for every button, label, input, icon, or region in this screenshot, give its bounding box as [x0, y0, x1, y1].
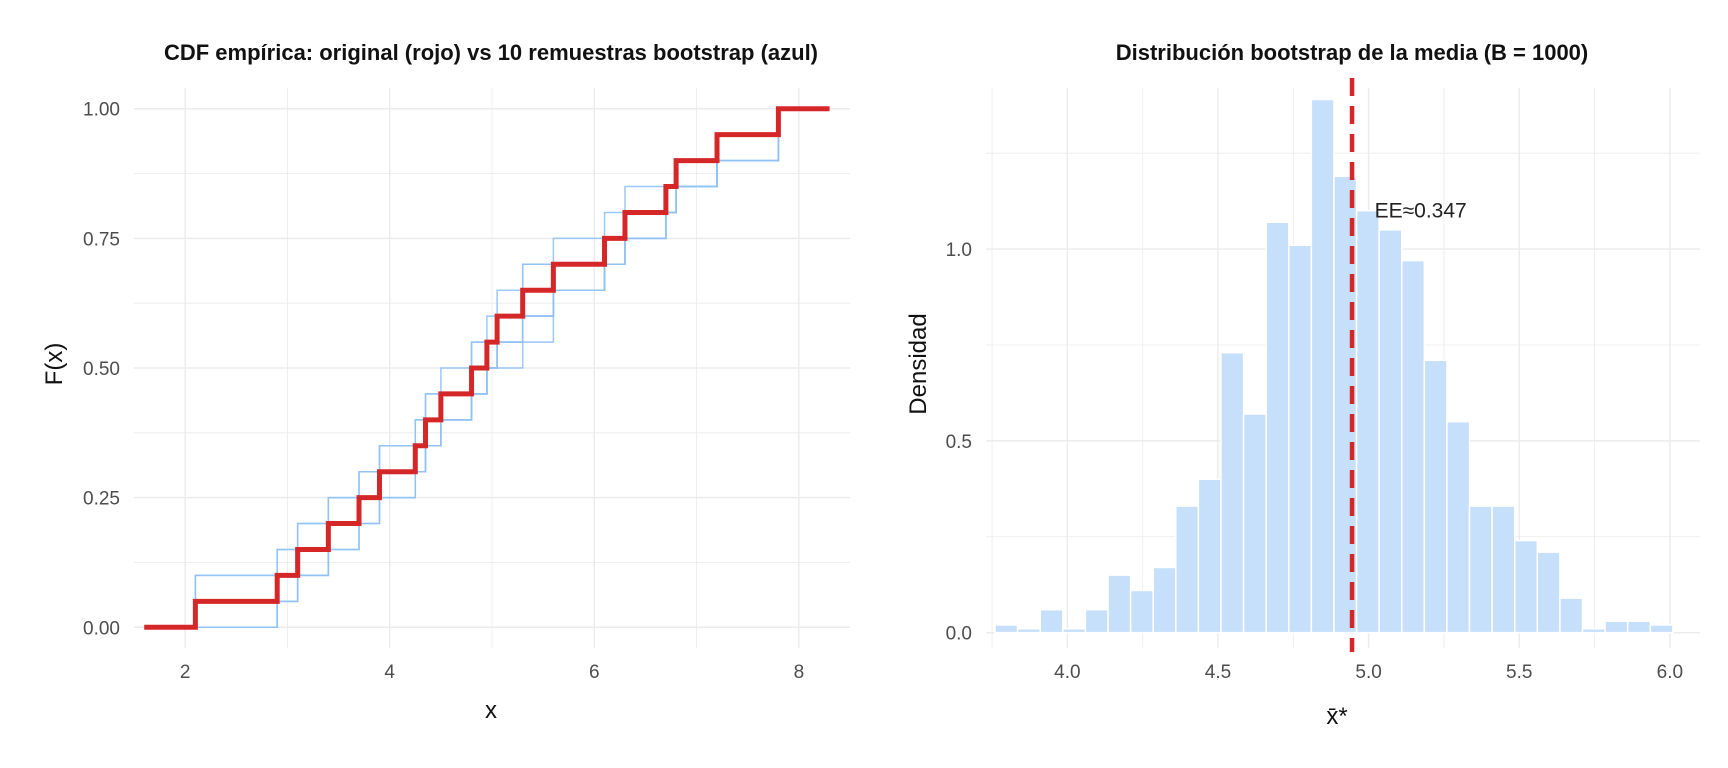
ecdf-x-tick-labels: 2 4 6 8 [180, 662, 804, 683]
y-tick-label: 1.0 [946, 240, 972, 261]
y-tick-label: 0.5 [946, 432, 972, 453]
ecdf-title: CDF empírica: original (rojo) vs 10 remu… [164, 40, 818, 65]
histogram-bar [1039, 608, 1064, 634]
histogram-bar [1468, 505, 1493, 634]
histogram-bar [1355, 209, 1380, 634]
histogram-bar [1626, 620, 1652, 634]
ecdf-y-tick-labels: 0.00 0.25 0.50 0.75 1.00 [83, 100, 120, 640]
histogram-bar [1016, 628, 1041, 634]
standard-error-annotation: EE≈0.347 [1375, 200, 1467, 223]
x-tick-label: 4 [384, 662, 395, 683]
histogram-bar [1062, 628, 1087, 634]
histogram-bar [1220, 351, 1245, 634]
y-tick-label: 0.50 [83, 359, 120, 380]
y-tick-label: 0.25 [83, 489, 120, 510]
ecdf-gridlines [134, 88, 850, 648]
bootstrap-histogram-panel: EE≈0.347 4.0 4.5 5.0 5.5 6.0 0.0 0.5 1.0 Distr… [905, 40, 1700, 730]
histogram-bar [994, 624, 1019, 634]
histogram-y-axis-label: Densidad [905, 313, 932, 414]
histogram-bar [1649, 624, 1674, 634]
x-tick-label: 5.5 [1506, 662, 1532, 683]
x-tick-label: 5.0 [1355, 662, 1381, 683]
x-tick-label: 4.5 [1205, 662, 1231, 683]
histogram-bar [1604, 620, 1629, 634]
ecdf-panel: 2 4 6 8 0.00 0.25 0.50 0.75 1.00 CDF empírica: … [41, 40, 850, 724]
histogram-y-tick-labels: 0.0 0.5 1.0 [946, 240, 972, 645]
histogram-x-axis-label: x̄* [1326, 703, 1347, 730]
histogram-bar [1446, 420, 1471, 634]
y-tick-label: 0.00 [83, 618, 120, 639]
histogram-x-tick-labels: 4.0 4.5 5.0 5.5 6.0 [1054, 662, 1683, 683]
y-tick-label: 1.00 [83, 100, 120, 121]
y-tick-label: 0.0 [946, 624, 972, 645]
histogram-bar [1129, 589, 1154, 634]
histogram-bar [1152, 566, 1177, 634]
histogram-bar [1288, 244, 1313, 634]
histogram-title: Distribución bootstrap de la media (B = … [1116, 40, 1589, 65]
ecdf-y-axis-label: F(x) [41, 343, 68, 386]
histogram-bar [1559, 597, 1584, 634]
histogram-bar [1107, 574, 1132, 634]
histogram-bar [1423, 359, 1448, 634]
x-tick-label: 8 [794, 662, 805, 683]
histogram-bar [1513, 539, 1539, 634]
histogram-bar [1536, 551, 1561, 634]
histogram-bar [1175, 505, 1200, 634]
histogram-bars [994, 98, 1674, 634]
x-tick-label: 2 [180, 662, 191, 683]
original-ecdf [144, 106, 830, 630]
histogram-bar [1084, 608, 1109, 634]
histogram-bar [1197, 478, 1222, 634]
histogram-bar [1242, 413, 1267, 634]
histogram-bar [1581, 628, 1606, 634]
histogram-bar [1491, 505, 1516, 634]
x-tick-label: 6.0 [1657, 662, 1683, 683]
x-tick-label: 6 [589, 662, 600, 683]
x-tick-label: 4.0 [1054, 662, 1080, 683]
original-ecdf-line [144, 106, 830, 630]
ecdf-x-axis-label: x [485, 697, 497, 724]
histogram-bar [1310, 98, 1335, 634]
y-tick-label: 0.75 [83, 229, 120, 250]
histogram-bar [1378, 229, 1403, 634]
histogram-bar [1265, 221, 1290, 634]
histogram-bar [1400, 259, 1426, 634]
